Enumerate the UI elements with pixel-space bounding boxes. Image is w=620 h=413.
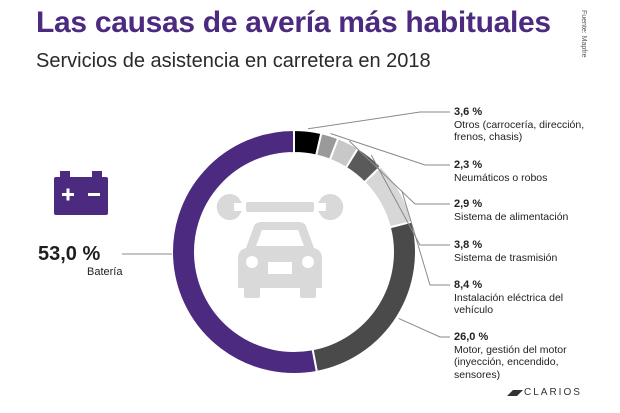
legend-label: Motor, gestión del motor (inyección, enc… [454, 343, 567, 381]
brand-name: CLARIOS [524, 387, 582, 398]
legend-label: Sistema de alimentación [454, 210, 569, 223]
leader-line-otros [307, 111, 450, 130]
leader-line-neumaticos [330, 133, 450, 166]
battery-label: Batería [87, 266, 123, 278]
chart-title: Las causas de avería más habituales [36, 6, 551, 39]
leader-line-motor [398, 317, 450, 338]
battery-icon [54, 171, 108, 215]
chart-subtitle: Servicios de asistencia en carretera en … [36, 50, 431, 72]
legend-label: Otros (carrocería, dirección, frenos, ch… [454, 118, 585, 144]
battery-percentage: 53,0 % [38, 243, 101, 265]
leader-line-trasmision [370, 154, 450, 246]
slice-motor [311, 220, 417, 374]
legend-value: 2,3 % [454, 159, 483, 171]
leader-line-electrica [401, 190, 450, 286]
legend-label: Neumáticos o robos [454, 171, 548, 184]
legend-item-neumaticos: 2,3 % Neumáticos o robos [454, 159, 594, 184]
legend-item-otros: 3,6 % Otros (carrocería, dirección, fren… [454, 106, 594, 144]
slice-battery [171, 128, 319, 375]
leader-line-alimentacion [348, 140, 450, 205]
legend-item-alimentacion: 2,9 % Sistema de alimentación [454, 198, 594, 223]
legend-value: 8,4 % [454, 279, 483, 291]
legend-label: Sistema de trasmisión [454, 251, 558, 264]
legend-label: Instalación eléctrica del vehículo [454, 291, 564, 317]
legend-value: 2,9 % [454, 198, 483, 210]
source-note: Fuente: Mapfre [580, 10, 587, 58]
wrench-icon [216, 194, 344, 221]
clarios-logo-icon [507, 390, 523, 396]
car-icon [238, 222, 322, 298]
legend-value: 3,6 % [454, 106, 483, 118]
legend-item-trasmision: 3,8 % Sistema de trasmisión [454, 239, 594, 264]
legend-value: 3,8 % [454, 239, 483, 251]
legend-item-electrica: 8,4 % Instalación eléctrica del vehículo [454, 279, 579, 317]
legend-value: 26,0 % [454, 331, 489, 343]
legend-item-motor: 26,0 % Motor, gestión del motor (inyecci… [454, 331, 586, 381]
